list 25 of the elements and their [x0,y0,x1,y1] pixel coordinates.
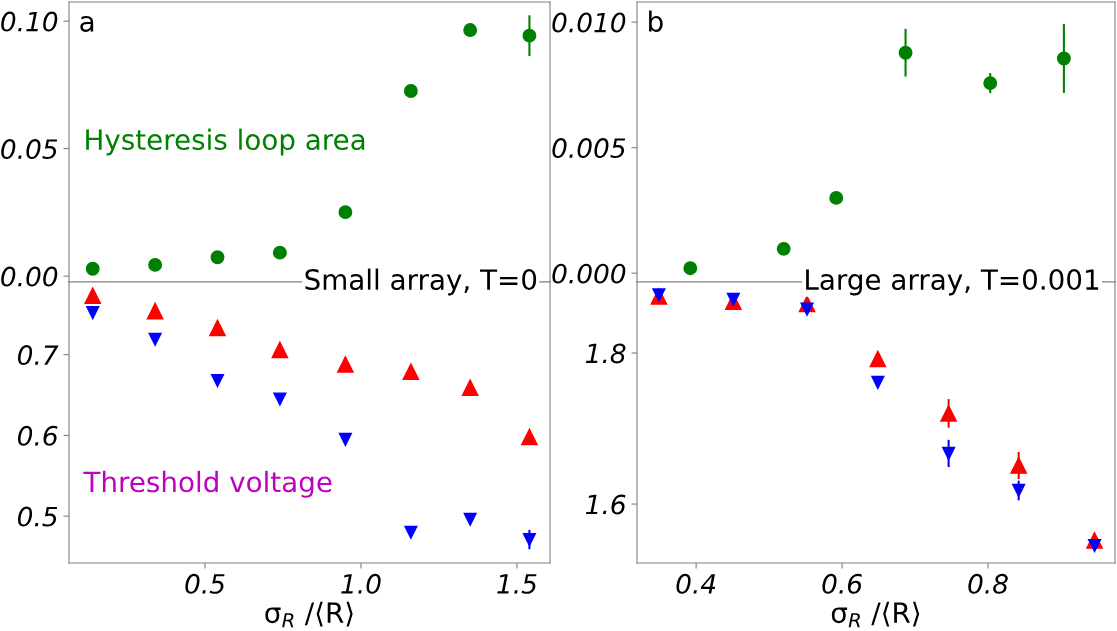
x-tick-label: 0.4 [676,573,716,594]
y-tick-label: 0.7 [17,345,59,366]
annotation: Threshold voltage [83,470,332,498]
y-tick-label: 0.000 [552,263,626,284]
annotation: Hysteresis loop area [86,128,365,156]
x-tick-label: 0.8 [968,573,1008,594]
x-axis-title: σ$_{R}$ /⟨R⟩ [831,601,920,628]
y-tick-label: 0.6 [17,425,58,446]
y-tick-label: 0.10 [1,11,58,32]
annotation: Large array, T=0.001 [806,269,1099,296]
x-tick-label: 0.5 [185,573,225,594]
x-axis-title: σ$_{R}$ /⟨R⟩ [265,601,353,628]
y-tick-label: 0.010 [552,12,626,33]
x-tick-label: 1.5 [497,574,537,594]
y-tick-label: 0.005 [552,138,626,159]
annotation: b [649,10,663,32]
annotation: Small array, T=0 [305,268,537,296]
y-tick-label: 0.05 [1,139,58,160]
y-tick-label: 1.6 [585,494,626,515]
annotation: a [80,15,94,32]
y-tick-label: 0.5 [17,506,58,527]
x-tick-label: 1.0 [341,573,381,594]
y-tick-label: 0.00 [1,266,58,287]
y-tick-label: 1.8 [585,343,626,364]
x-tick-label: 0.6 [822,573,862,594]
